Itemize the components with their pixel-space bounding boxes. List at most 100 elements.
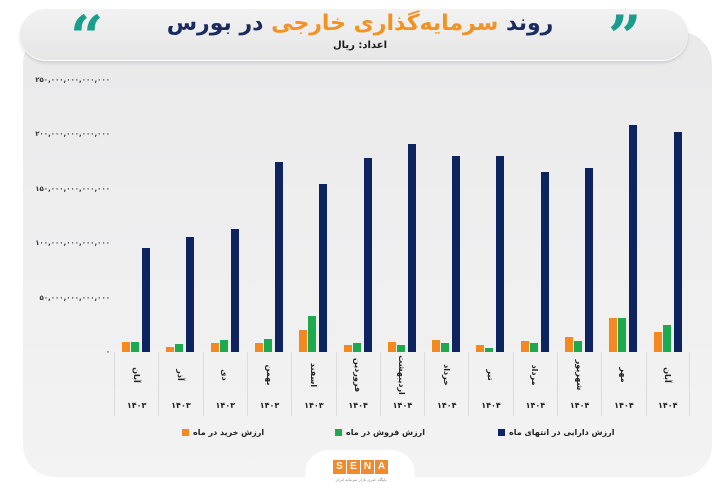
x-year-label: ۱۴۰۳ (304, 401, 324, 410)
bar-buy (565, 336, 573, 352)
bar-asset (274, 161, 283, 352)
x-month-label: اردیبهشت (397, 355, 407, 395)
bar-sell (175, 343, 184, 352)
legend-item-asset: ارزش دارایی در انتهای ماه (498, 426, 614, 438)
bar-buy (609, 318, 618, 352)
logo-letter: E (347, 460, 360, 474)
y-tick-label: ۵۰,۰۰۰,۰۰۰,۰۰۰,۰۰۰ (39, 293, 110, 302)
bar-asset (540, 172, 549, 352)
bar-buy (520, 341, 529, 352)
x-month-label: بهمن (265, 364, 275, 386)
x-axis-cell: تیر ۱۴۰۴ (468, 352, 512, 416)
bar-group (646, 60, 690, 352)
plot-area (114, 60, 690, 352)
y-tick-label: ۱۵۰,۰۰۰,۰۰۰,۰۰۰,۰۰۰ (35, 184, 110, 193)
x-month-label: آبان (132, 367, 142, 383)
x-axis-cell: مرداد ۱۴۰۴ (512, 352, 557, 416)
x-year-label: ۱۴۰۴ (436, 401, 457, 410)
x-axis-cell: آذر ۱۴۰۳ (158, 352, 202, 416)
x-month-label: آذر (176, 369, 186, 381)
bar-sell (308, 316, 317, 352)
x-axis-cell: شهریور ۱۴۰۴ (557, 352, 601, 416)
legend-item-sell: ارزش فروش در ماه (335, 426, 425, 438)
legend-swatch-sell (335, 428, 342, 436)
bar-asset (496, 156, 505, 352)
bar-buy (122, 342, 130, 352)
legend-label-asset: ارزش دارایی در انتهای ماه (509, 427, 615, 437)
x-axis-cell: آبان ۱۴۰۳ (114, 352, 158, 416)
bar-sell (219, 340, 228, 352)
x-year-label: ۱۴۰۴ (525, 401, 546, 410)
chart-subtitle: اعداد: ریال (332, 40, 388, 51)
legend-label-buy: ارزش خرید در ماه (193, 427, 265, 437)
bar-buy (432, 340, 441, 352)
bar-buy (210, 343, 219, 352)
bar-buy (166, 346, 175, 352)
x-month-label: اسفند (309, 362, 319, 388)
legend-item-buy: ارزش خرید در ماه (182, 426, 264, 438)
bar-group (513, 60, 557, 352)
logo-letter: N (361, 460, 374, 474)
bar-sell (662, 324, 671, 352)
x-year-label: ۱۴۰۳ (215, 401, 235, 410)
bar-sell (441, 342, 450, 352)
y-tick-label: ۱۰۰,۰۰۰,۰۰۰,۰۰۰,۰۰۰ (35, 239, 110, 248)
bar-sell (352, 343, 361, 352)
bar-asset (230, 229, 239, 352)
x-month-label: فروردین (353, 357, 363, 393)
bar-asset (452, 156, 461, 352)
x-month-label: مهر (619, 367, 629, 383)
bar-asset (319, 184, 328, 352)
bar-group (424, 60, 468, 352)
legend-swatch-asset (498, 428, 505, 436)
logo-tab (305, 450, 415, 498)
bar-buy (476, 345, 485, 352)
bar-group (336, 60, 380, 352)
x-axis-cell: خرداد ۱۴۰۴ (424, 352, 468, 416)
title-part-1: روند (505, 11, 554, 36)
bar-sell (529, 342, 538, 352)
bar-asset (186, 236, 195, 352)
title-part-2: در بورس (166, 11, 264, 36)
bar-asset (673, 132, 682, 352)
x-month-label: آبان (663, 367, 673, 383)
y-tick-label: ۲۵۰,۰۰۰,۰۰۰,۰۰۰,۰۰۰ (35, 76, 110, 84)
header-banner (20, 9, 688, 61)
bar-sell (574, 341, 582, 352)
x-month-label: مرداد (530, 364, 540, 386)
quote-open-icon: “ (70, 3, 104, 71)
bar-asset (407, 144, 416, 352)
x-year-label: ۱۴۰۴ (569, 401, 590, 410)
bar-group (291, 60, 335, 352)
quote-close-icon: ” (608, 3, 642, 71)
x-year-label: ۱۴۰۴ (348, 401, 368, 410)
bar-sell (263, 338, 272, 352)
logo-subtitle: پایگاه خبری بازار سرمایه ایران (335, 477, 387, 482)
x-month-label: شهریور (575, 359, 585, 391)
bar-sell (618, 318, 627, 352)
bar-group (203, 60, 247, 352)
x-year-label: ۱۴۰۴ (614, 401, 634, 410)
bar-group (601, 60, 645, 352)
bar-sell (131, 342, 139, 352)
bar-group (158, 60, 202, 352)
bar-asset (585, 168, 593, 352)
y-tick-label: ۰ (105, 348, 110, 356)
bar-group (557, 60, 601, 352)
x-axis-cell: بهمن ۱۴۰۳ (246, 352, 291, 416)
bar-buy (299, 330, 308, 352)
bar-group (114, 60, 158, 352)
x-year-label: ۱۴۰۴ (657, 401, 678, 410)
x-year-label: ۱۴۰۴ (481, 401, 501, 410)
y-tick-label: ۲۰۰,۰۰۰,۰۰۰,۰۰۰,۰۰۰ (35, 130, 110, 139)
bar-buy (653, 332, 662, 352)
x-month-label: خرداد (442, 364, 452, 386)
x-axis-table: آبان ۱۴۰۳ آذر ۱۴۰۳ دی ۱۴۰۳ بهمن ۱۴۰۳ اسفند ۱۴۰۳ فر… (114, 352, 690, 416)
x-year-label: ۱۴۰۴ (392, 401, 413, 410)
bar-asset (142, 247, 150, 352)
x-axis-cell: اردیبهشت ۱۴۰۴ (379, 352, 424, 416)
x-axis-cell: آبان ۱۴۰۴ (645, 352, 690, 416)
bar-asset (363, 158, 372, 352)
bar-buy (387, 342, 396, 352)
x-axis-cell: دی ۱۴۰۳ (202, 352, 247, 416)
